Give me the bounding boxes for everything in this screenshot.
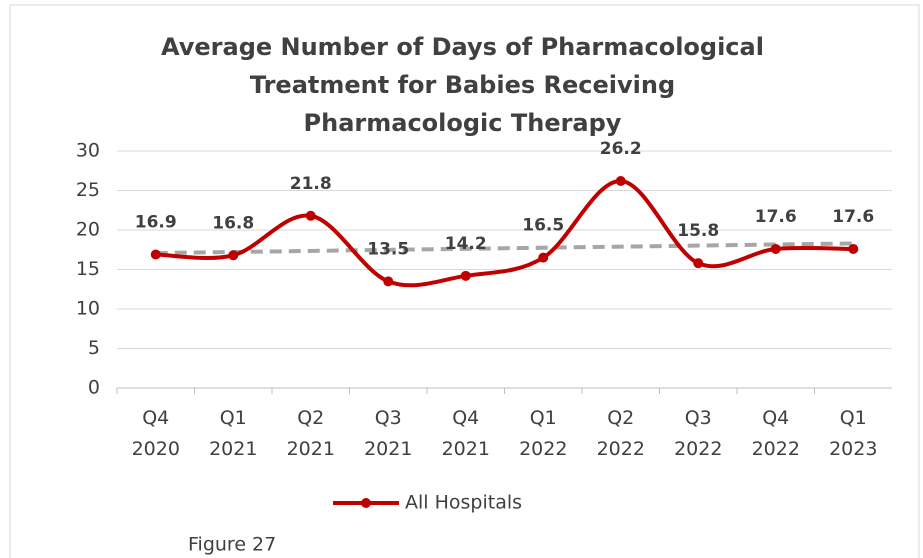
data-label: 15.8 [677,221,719,241]
data-label: 17.6 [832,207,874,227]
x-tick-label: Q2 2021 [287,407,335,460]
marker [150,249,161,260]
y-tick-label: 15 [76,258,100,280]
x-tick-label: Q4 2021 [442,407,490,460]
x-tick-label: Q1 2021 [209,407,257,460]
y-tick-label: 30 [76,140,100,162]
y-tick-label: 20 [76,219,100,241]
data-label: 16.5 [522,216,564,236]
marker [228,250,239,261]
data-label: 14.2 [445,234,487,254]
trendline [155,241,854,256]
x-tick-label: Q1 2023 [829,407,877,460]
marker [848,243,859,254]
legend-marker [361,498,371,508]
annotation: Figure 27 [188,534,276,556]
x-tick-label: Q2 2022 [597,407,645,460]
legend-label: All Hospitals [405,492,522,514]
data-label: 17.6 [755,207,797,227]
x-tick-label: Q3 2021 [364,407,412,460]
y-tick-label: 25 [76,179,100,201]
marker [383,276,394,287]
x-tick-label: Q1 2022 [519,407,567,460]
x-tick-label: Q4 2022 [752,407,800,460]
series-line [155,179,854,288]
x-tick-label: Q4 2020 [132,407,180,460]
x-tick-label: Q3 2022 [674,407,722,460]
data-label: 16.8 [212,213,254,233]
chart-title: Average Number of Days of Pharmacologica… [161,33,764,137]
y-tick-label: 0 [88,377,100,399]
marker [770,243,781,254]
data-label: 16.9 [135,212,177,232]
marker [615,176,626,187]
marker [460,270,471,281]
chart-border [9,4,920,558]
marker [693,258,704,269]
data-label: 26.2 [600,139,642,159]
marker [305,210,316,221]
y-tick-label: 10 [76,298,100,320]
data-label: 13.5 [367,239,409,259]
marker [538,252,549,263]
y-tick-label: 5 [88,337,100,359]
data-label: 21.8 [290,174,332,194]
